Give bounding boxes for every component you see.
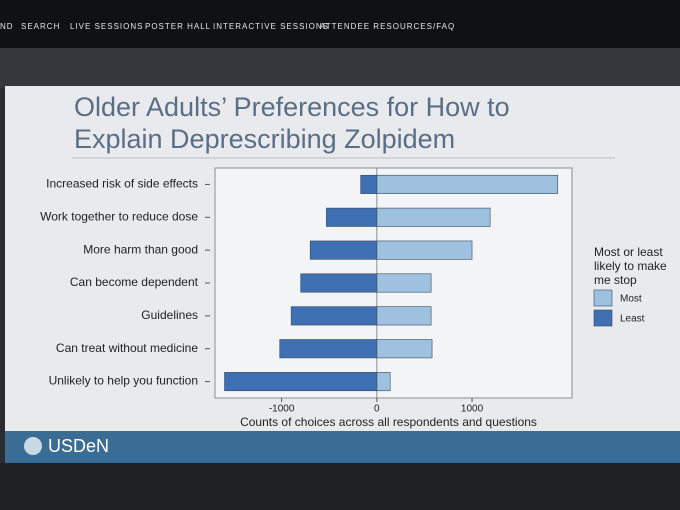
bar: [309, 240, 378, 260]
category-label: Can treat without medicine: [56, 341, 198, 355]
category-label: Can become dependent: [70, 275, 199, 289]
bar: [300, 273, 378, 293]
bezel: [0, 463, 680, 510]
bar: [279, 339, 378, 359]
nav-item[interactable]: SEARCH: [21, 22, 60, 31]
bar: [360, 174, 378, 194]
category-label: Work together to reduce dose: [40, 209, 198, 223]
bar: [326, 207, 378, 227]
legend-label: Least: [620, 314, 645, 325]
bar: [376, 306, 432, 326]
category-label: Guidelines: [141, 308, 198, 322]
logo-icon: [24, 437, 42, 455]
backdrop: [0, 48, 680, 88]
bar: [290, 306, 378, 326]
bar: [376, 207, 491, 227]
nav-bar: [0, 0, 680, 48]
category-label: Unlikely to help you function: [49, 374, 198, 388]
bar: [376, 174, 559, 194]
logo: USDeN: [48, 436, 109, 456]
nav-item[interactable]: INTERACTIVE SESSIONS: [213, 22, 329, 31]
bar: [376, 339, 433, 359]
category-label: Increased risk of side effects: [46, 177, 198, 191]
legend-swatch: [593, 289, 613, 307]
nav-item[interactable]: ATTENDEE RESOURCES/FAQ: [320, 22, 455, 31]
nav-item[interactable]: POSTER HALL: [145, 22, 211, 31]
footer-bar: [5, 431, 680, 463]
legend-title: likely to make: [594, 259, 667, 273]
x-tick-label: -1000: [269, 404, 295, 415]
nav-item[interactable]: ND: [0, 22, 14, 31]
bar: [224, 372, 378, 392]
legend-title: me stop: [594, 273, 637, 287]
bar: [376, 372, 391, 392]
nav-item[interactable]: LIVE SESSIONS: [70, 22, 143, 31]
bar: [376, 240, 473, 260]
legend-title: Most or least: [594, 245, 663, 259]
x-tick-label: 1000: [461, 404, 484, 415]
legend-label: Most: [620, 294, 642, 305]
x-axis-label: Counts of choices across all respondents…: [240, 415, 537, 429]
bar: [376, 273, 432, 293]
chart-title: Explain Deprescribing Zolpidem: [74, 124, 455, 154]
category-label: More harm than good: [83, 242, 198, 256]
chart-title: Older Adults’ Preferences for How to: [74, 92, 510, 122]
x-tick-label: 0: [374, 404, 380, 415]
legend-swatch: [593, 309, 613, 327]
